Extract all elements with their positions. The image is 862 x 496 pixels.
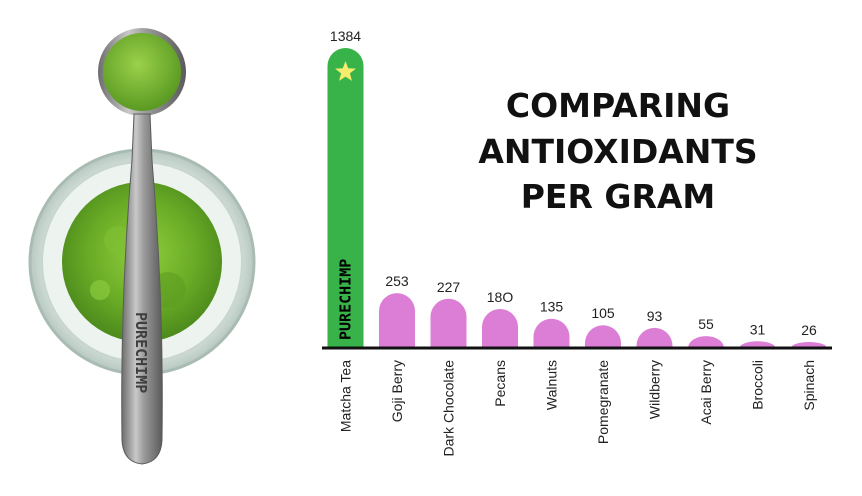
category-label: Dark Chocolate (441, 360, 457, 457)
value-label: 93 (647, 308, 663, 324)
bar-dark-chocolate (430, 298, 467, 348)
category-label: Spinach (801, 360, 817, 411)
category-label: Matcha Tea (338, 360, 354, 432)
category-label: Pomegranate (595, 360, 611, 444)
value-label: 135 (540, 299, 564, 315)
bar-acai-berry (688, 336, 724, 348)
bar-pecans (482, 308, 518, 348)
bar-walnuts (533, 318, 570, 348)
value-label: 253 (385, 273, 409, 289)
category-label: Pecans (492, 360, 508, 407)
value-label: 26 (801, 322, 817, 338)
spoon-engraving: PURECHIMP (132, 312, 150, 393)
category-label: Goji Berry (389, 360, 405, 422)
category-label: Broccoli (750, 360, 766, 410)
bar-matcha-tea (327, 48, 364, 348)
category-label: Acai Berry (698, 360, 714, 425)
purechimp-logo: PURECHIMP (337, 259, 355, 340)
title-line-3: PER GRAM (521, 177, 716, 216)
category-label: Wildberry (647, 360, 663, 419)
value-label: 55 (698, 316, 714, 332)
value-label: 105 (591, 305, 615, 321)
star-icon (335, 61, 356, 81)
chart-title: COMPARING ANTIOXIDANTS PER GRAM (478, 86, 757, 216)
value-label: 227 (437, 279, 461, 295)
value-label: 31 (750, 321, 766, 337)
measuring-spoon: PURECHIMP (98, 28, 186, 465)
bar-goji-berry (379, 293, 415, 348)
bar-broccoli (739, 341, 776, 348)
bars-group (327, 48, 827, 348)
value-label: 1384 (330, 28, 361, 44)
value-label: 18O (487, 289, 514, 305)
title-line-2: ANTIOXIDANTS (478, 132, 757, 171)
value-labels: 1384 253 227 18O 135 105 93 55 31 26 (330, 28, 817, 338)
bar-wildberry (636, 327, 673, 348)
matcha-jar-photo: PURECHIMP (28, 28, 256, 465)
antioxidants-bar-chart: COMPARING ANTIOXIDANTS PER GRAM 1384 253 2… (322, 28, 832, 457)
category-labels: Matcha Tea Goji Berry Dark Chocolate Pecans… (338, 360, 818, 457)
category-label: Walnuts (544, 360, 560, 410)
title-line-1: COMPARING (506, 86, 730, 125)
bar-pomegranate (585, 325, 621, 348)
